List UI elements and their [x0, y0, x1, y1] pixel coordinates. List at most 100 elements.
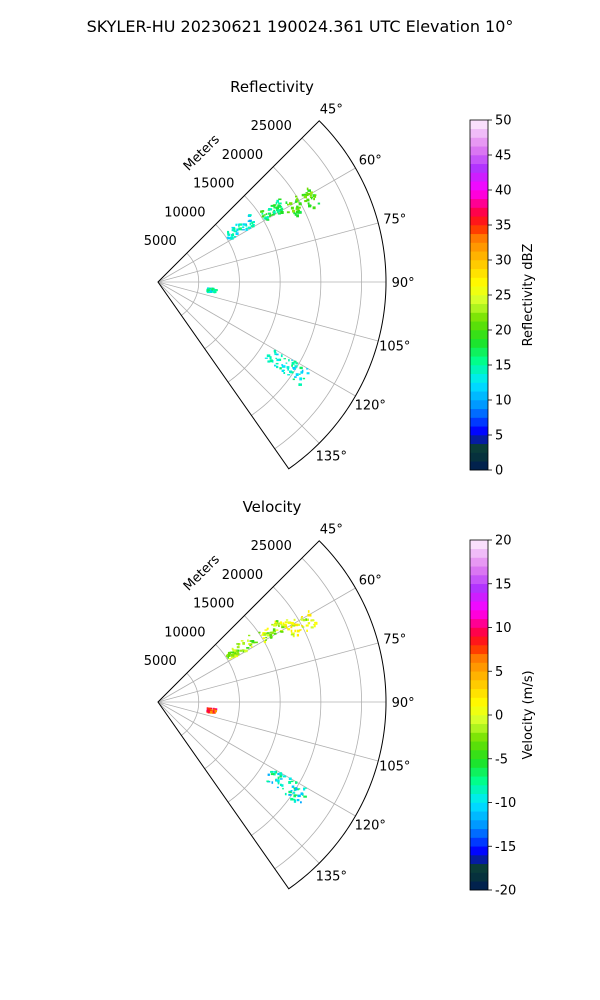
- echo-cell: [248, 643, 251, 645]
- echo-cell: [276, 199, 279, 203]
- echo-cell: [296, 205, 299, 208]
- colorbar-swatch: [470, 793, 488, 803]
- echo-cell: [293, 787, 296, 790]
- azimuth-gridline: [157, 701, 320, 864]
- echo-cell: [248, 214, 252, 217]
- echo-cell: [270, 773, 275, 776]
- echo-cell: [272, 771, 277, 773]
- sector-outline: [157, 120, 387, 470]
- echo-cell: [288, 359, 290, 362]
- echo-cell: [231, 229, 235, 232]
- colorbar-swatch: [470, 198, 488, 208]
- echo-cell: [299, 629, 302, 631]
- echo-cell: [311, 619, 314, 622]
- echo-cell: [275, 362, 279, 365]
- echo-cell: [270, 204, 274, 207]
- echo-cell: [274, 365, 277, 367]
- colorbar-swatch: [470, 233, 488, 243]
- echo-cell: [212, 710, 215, 713]
- echo-cell: [283, 623, 287, 626]
- echo-cell: [287, 374, 291, 376]
- colorbar-swatch: [470, 566, 488, 576]
- sector-outline: [157, 540, 387, 890]
- echo-cell: [287, 621, 292, 624]
- azimuth-tick-label: 60°: [359, 153, 382, 168]
- colorbar-tick-label: 10: [495, 621, 512, 636]
- echo-cell: [274, 632, 277, 635]
- echo-cell: [279, 621, 283, 625]
- echo-cell: [273, 209, 275, 212]
- echo-cell: [300, 371, 304, 374]
- echo-cell: [226, 236, 229, 238]
- echo-cell: [266, 216, 269, 220]
- echo-cell: [313, 195, 317, 198]
- colorbar-swatch: [470, 723, 488, 733]
- echo-cell: [275, 201, 278, 205]
- echo-cell: [261, 213, 264, 215]
- echo-cell: [279, 208, 283, 211]
- echo-cell: [254, 641, 258, 644]
- echo-cell: [249, 640, 253, 642]
- colorbar-swatch: [470, 688, 488, 698]
- echo-cell: [277, 212, 281, 215]
- echo-cell: [227, 234, 230, 237]
- echo-cell: [294, 365, 298, 368]
- echo-cell: [302, 618, 306, 622]
- azimuth-tick-label: 120°: [355, 819, 386, 834]
- echo-cell: [277, 772, 280, 776]
- echo-cell: [242, 642, 245, 645]
- colorbar-swatch: [470, 408, 488, 418]
- azimuth-gridline: [157, 281, 379, 342]
- echo-cell: [300, 617, 303, 620]
- echo-cell: [209, 289, 213, 292]
- echo-cell: [247, 639, 249, 642]
- echo-cell: [281, 365, 286, 368]
- range-ring: [251, 586, 322, 836]
- echo-cell: [290, 625, 293, 629]
- azimuth-gridline: [157, 701, 356, 817]
- colorbar-swatch: [470, 811, 488, 821]
- colorbar-swatch: [470, 846, 488, 856]
- echo-cell: [265, 213, 268, 215]
- echo-cell: [228, 651, 232, 655]
- echo-cell: [293, 360, 297, 363]
- colorbar-tick-label: 20: [495, 534, 512, 549]
- echo-cell: [263, 640, 267, 644]
- azimuth-tick-label: 75°: [383, 633, 406, 648]
- echo-cell: [265, 639, 267, 641]
- echo-cell: [295, 210, 300, 214]
- echo-cell: [281, 369, 284, 372]
- echo-cell: [298, 373, 301, 375]
- colorbar-swatch: [470, 163, 488, 173]
- echo-cell: [305, 624, 309, 627]
- echo-cell: [239, 649, 243, 652]
- echo-cell: [286, 211, 290, 214]
- echo-cell: [235, 232, 239, 235]
- echo-cell: [234, 652, 237, 655]
- echo-cell: [308, 204, 312, 208]
- echo-cell: [212, 289, 216, 293]
- echo-cell: [251, 640, 255, 643]
- echo-cell: [307, 613, 312, 617]
- range-ring: [227, 615, 281, 803]
- echo-cell: [299, 629, 301, 632]
- azimuth-tick-label: 105°: [379, 339, 410, 354]
- range-ring: [204, 644, 240, 770]
- echo-cell: [277, 776, 280, 780]
- echo-cell: [236, 228, 239, 232]
- echo-cell: [289, 202, 293, 205]
- echo-cell: [274, 353, 277, 356]
- colorbar-swatch: [470, 190, 488, 200]
- velocity-polar-plot: 5000 10000 15000 20000 25000 45° 60° 75° 90° 105°…: [144, 523, 415, 890]
- echo-cell: [280, 207, 284, 210]
- echo-cell: [303, 787, 306, 791]
- azimuth-tick-label: 45°: [320, 103, 343, 118]
- echo-cell: [276, 365, 279, 369]
- azimuth-tick-label: 90°: [392, 696, 415, 711]
- colorbar-swatch: [470, 540, 488, 550]
- azimuth-tick-label: 75°: [383, 213, 406, 228]
- echo-cell: [285, 201, 288, 204]
- echo-cell: [276, 211, 279, 213]
- echo-cell: [211, 287, 214, 290]
- echo-cell: [266, 632, 270, 634]
